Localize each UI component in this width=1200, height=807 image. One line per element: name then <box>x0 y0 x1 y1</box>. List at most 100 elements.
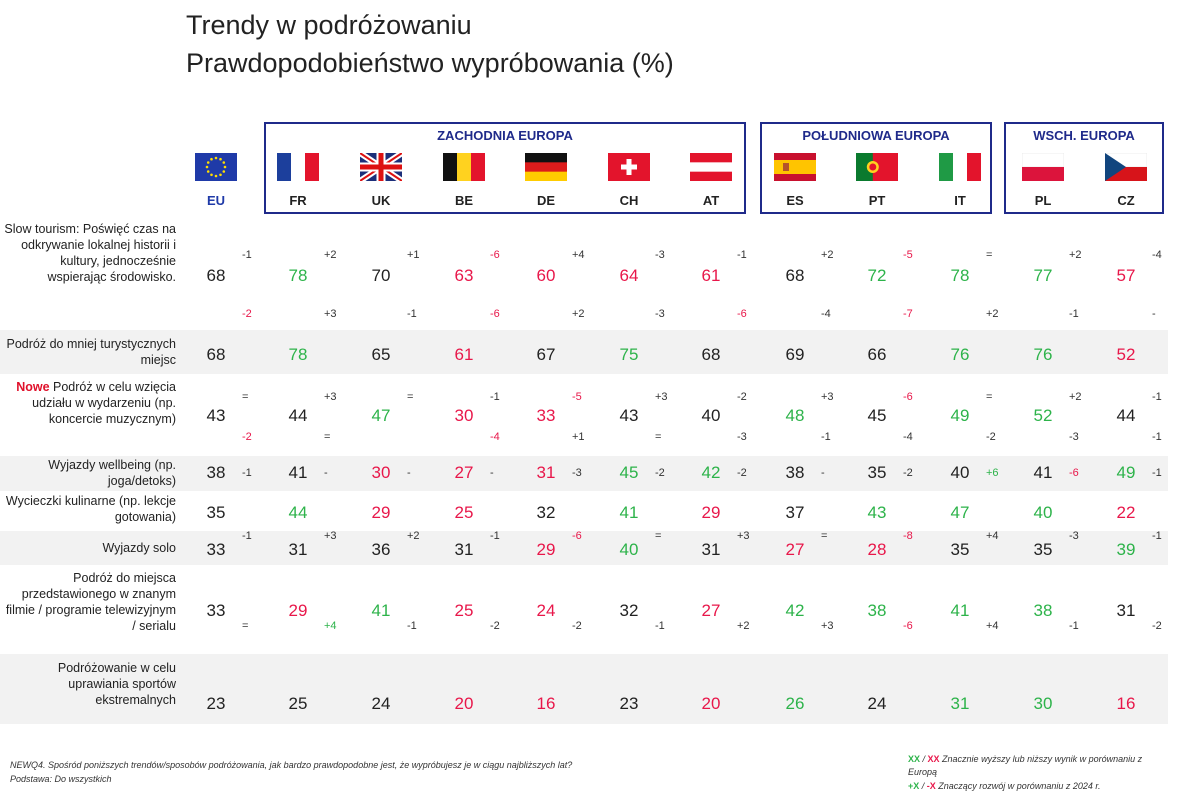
change-vs-europe: -3 <box>655 308 665 320</box>
legend-separator-2: / <box>919 781 927 791</box>
value-cell: 36 <box>371 540 391 559</box>
row-label: Wyjazdy solo <box>0 540 176 556</box>
change-vs-2024: +4 <box>572 249 585 261</box>
legend-significance-text: Znacznie wyższy lub niższy wynik w porów… <box>908 754 1143 777</box>
value-cell: 37 <box>785 503 805 522</box>
change-vs-europe: = <box>655 431 662 443</box>
change-vs-2024: -2 <box>655 467 665 479</box>
change-vs-europe: -2 <box>242 308 252 320</box>
change-vs-2024: - <box>490 467 494 479</box>
value-cell: 33 <box>206 601 226 620</box>
change-vs-2024: -3 <box>655 249 665 261</box>
row-label-text: Podróż w celu wzięcia udziału w wydarzen… <box>32 380 176 426</box>
region-box-eastern <box>1004 122 1164 214</box>
value-cell: 38 <box>867 601 887 620</box>
value-cell: 30 <box>454 406 474 425</box>
change-vs-2024: -1 <box>1152 391 1162 403</box>
region-label-western: ZACHODNIA EUROPA <box>437 128 573 143</box>
value-cell: 29 <box>536 540 556 559</box>
value-cell: 49 <box>1116 463 1136 482</box>
country-code-at: AT <box>702 193 720 208</box>
change-vs-2024: -6 <box>572 530 582 542</box>
value-cell: 45 <box>619 463 639 482</box>
change-vs-2024: +3 <box>821 391 834 403</box>
value-cell: 61 <box>701 266 721 285</box>
change-vs-2024: -4 <box>1152 249 1162 261</box>
legend-significance: XX / XX Znacznie wyższy lub niższy wynik… <box>908 753 1168 779</box>
uk-flag <box>358 150 404 184</box>
value-cell: 41 <box>371 601 391 620</box>
value-cell: 31 <box>701 540 721 559</box>
change-vs-europe: -1 <box>655 620 665 632</box>
legend-red-sample: XX <box>927 754 940 764</box>
change-vs-europe: -1 <box>407 620 417 632</box>
change-vs-2024: +2 <box>324 249 337 261</box>
country-code-uk: UK <box>371 193 391 208</box>
austria-flag <box>690 153 732 182</box>
value-cell: 29 <box>701 503 721 522</box>
change-vs-2024: +2 <box>407 530 420 542</box>
value-cell: 32 <box>619 601 639 620</box>
belgium-flag <box>443 153 486 181</box>
switzerland-flag <box>608 153 650 181</box>
value-cell: 27 <box>701 601 721 620</box>
change-vs-europe: -3 <box>1069 431 1079 443</box>
france-flag <box>277 153 320 181</box>
change-vs-europe: -7 <box>903 308 913 320</box>
change-vs-europe: = <box>324 431 331 443</box>
country-code-fr: FR <box>289 193 307 208</box>
change-vs-europe: -3 <box>737 431 747 443</box>
value-cell: 66 <box>867 345 887 364</box>
new-badge: Nowe <box>16 380 50 394</box>
country-code-de: DE <box>536 193 556 208</box>
germany-flag <box>525 153 567 182</box>
country-code-pl: PL <box>1034 193 1052 208</box>
change-vs-2024: -1 <box>242 249 252 261</box>
row-label-text: Wyjazdy wellbeing (np. joga/detoks) <box>48 458 176 488</box>
value-cell: 68 <box>785 266 805 285</box>
change-vs-2024: - <box>821 467 825 479</box>
change-vs-europe: +4 <box>986 620 999 632</box>
value-cell: 52 <box>1033 406 1053 425</box>
footnote-question: NEWQ4. Spośród poniższych trendów/sposob… <box>10 760 573 770</box>
value-cell: 49 <box>950 406 970 425</box>
value-cell: 35 <box>1033 540 1053 559</box>
value-cell: 69 <box>785 345 805 364</box>
change-vs-2024: -1 <box>242 530 252 542</box>
region-box-western <box>264 122 746 214</box>
value-cell: 27 <box>454 463 474 482</box>
value-cell: 38 <box>1033 601 1053 620</box>
row-label-text: Podróż do miejsca przedstawionego w znan… <box>5 571 176 633</box>
value-cell: 42 <box>701 463 721 482</box>
value-cell: 23 <box>619 694 639 713</box>
poland-flag <box>1021 152 1065 181</box>
change-vs-2024: +2 <box>821 249 834 261</box>
value-cell: 47 <box>950 503 970 522</box>
row-label-text: Slow tourism: Poświęć czas na odkrywanie… <box>4 222 176 284</box>
value-cell: 35 <box>206 503 226 522</box>
value-cell: 33 <box>536 406 556 425</box>
eu-flag <box>195 153 237 181</box>
country-code-be: BE <box>454 193 474 208</box>
change-vs-2024: -5 <box>903 249 913 261</box>
change-vs-europe: +2 <box>737 620 750 632</box>
value-cell: 44 <box>288 503 308 522</box>
row-label: Nowe Podróż w celu wzięcia udziału w wyd… <box>0 379 176 427</box>
value-cell: 25 <box>454 601 474 620</box>
change-vs-2024: +3 <box>324 530 337 542</box>
portugal-flag <box>856 153 898 181</box>
value-cell: 44 <box>288 406 308 425</box>
value-cell: 29 <box>288 601 308 620</box>
change-vs-europe: +1 <box>572 431 585 443</box>
change-vs-europe: -6 <box>490 308 500 320</box>
change-vs-europe: +2 <box>572 308 585 320</box>
value-cell: 25 <box>288 694 308 713</box>
value-cell: 27 <box>785 540 805 559</box>
row-background <box>0 456 1168 491</box>
row-label-text: Wycieczki kulinarne (np. lekcje gotowani… <box>5 494 176 524</box>
row-label: Podróż do mniej turystycznych miejsc <box>0 336 176 368</box>
row-label-text: Podróż do mniej turystycznych miejsc <box>6 337 176 367</box>
value-cell: 44 <box>1116 406 1136 425</box>
value-cell: 31 <box>288 540 308 559</box>
row-label-text: Wyjazdy solo <box>102 541 176 555</box>
